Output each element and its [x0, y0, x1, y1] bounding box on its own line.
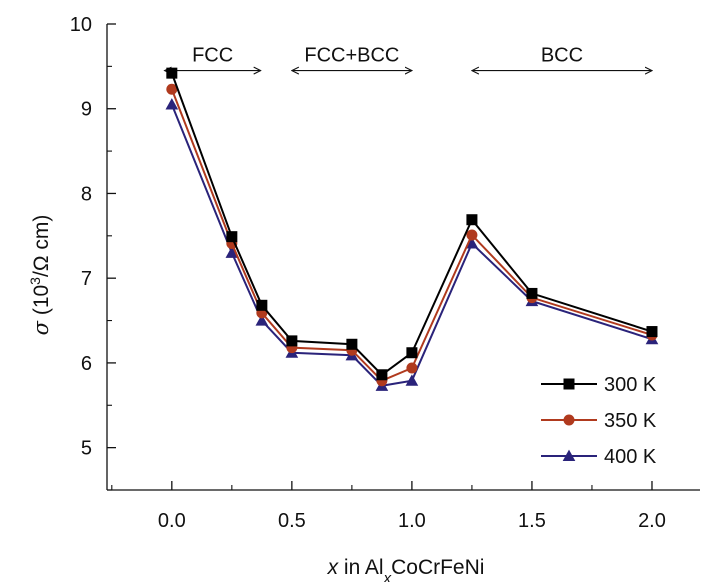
data-point-triangle [405, 374, 419, 386]
series-line [170, 72, 653, 377]
data-point-circle [563, 414, 575, 426]
data-point-triangle [255, 314, 269, 326]
data-series [165, 67, 659, 391]
y-tick-label: 6 [81, 353, 92, 375]
legend-label: 400 K [604, 446, 657, 468]
y-tick-label: 8 [81, 183, 92, 205]
y-tick-label: 9 [81, 99, 92, 121]
data-point-square [646, 326, 658, 338]
data-point-square [466, 214, 478, 226]
series-group [166, 67, 658, 381]
x-tick-label: 0.5 [278, 510, 306, 532]
data-point-square [286, 335, 298, 347]
data-point-square [346, 338, 358, 350]
data-point-circle [166, 83, 178, 95]
data-point-circle [466, 229, 478, 241]
data-point-square [406, 347, 418, 359]
data-point-square [226, 231, 238, 243]
data-point-square [376, 369, 388, 381]
data-point-triangle [225, 246, 239, 258]
data-point-triangle [562, 449, 576, 462]
x-tick-label: 0.0 [158, 510, 186, 532]
y-tick-label: 7 [81, 268, 92, 290]
y-tick-label: 5 [81, 438, 92, 460]
x-tick-label: 2.0 [638, 510, 666, 532]
data-point-circle [406, 362, 418, 374]
plot-axes: 5 6 7 8 9 10 0.0 0.5 1.0 1.5 2.0 [70, 14, 700, 532]
y-tick-label: 10 [70, 14, 92, 36]
data-point-triangle [165, 98, 179, 110]
x-axis-title: x in AlxCoCrFeNi [327, 556, 485, 582]
data-point-square [166, 67, 178, 79]
series-group [165, 98, 659, 391]
data-point-square [563, 378, 575, 390]
data-point-square [526, 287, 538, 299]
phase-label: FCC+BCC [304, 45, 399, 67]
phase-label: FCC [192, 45, 233, 67]
legend-label: 300 K [604, 374, 657, 396]
axis-titles: σ (103/Ω cm) x in AlxCoCrFeNi [27, 215, 484, 582]
legend: 300 K 350 K 400 K [541, 374, 657, 468]
legend-label: 350 K [604, 410, 657, 432]
phase-annotations: FCC FCC+BCC BCC [165, 45, 652, 71]
phase-label: BCC [541, 45, 583, 67]
series-line [170, 88, 653, 382]
data-point-triangle [465, 237, 479, 249]
x-tick-label: 1.0 [398, 510, 426, 532]
y-axis-title: σ (103/Ω cm) [27, 215, 53, 336]
series-group [166, 83, 658, 387]
data-point-square [256, 299, 268, 311]
x-tick-label: 1.5 [518, 510, 546, 532]
series-line [170, 104, 653, 387]
